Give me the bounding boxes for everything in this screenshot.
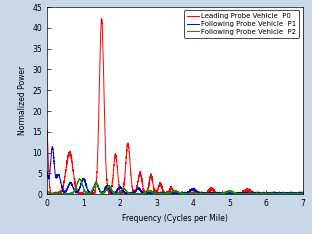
Following Probe Vehicle  P1 — [74, 191, 78, 194]
Following Probe Vehicle  P2 — [154, 193, 158, 195]
Y-axis label: Normalized Power: Normalized Power — [18, 66, 27, 135]
Line: Following Probe Vehicle  P2: Following Probe Vehicle P2 — [47, 179, 303, 194]
Following Probe Vehicle  P1 — [268, 192, 272, 195]
Following Probe Vehicle  P2 — [45, 190, 49, 193]
Leading Probe Vehicle  P0 — [74, 187, 78, 190]
Following Probe Vehicle  P2 — [296, 192, 300, 195]
Following Probe Vehicle  P2 — [77, 177, 81, 180]
Following Probe Vehicle  P1 — [171, 193, 174, 196]
Following Probe Vehicle  P2 — [268, 193, 272, 195]
Following Probe Vehicle  P1 — [45, 170, 49, 173]
Following Probe Vehicle  P2 — [301, 193, 305, 195]
Following Probe Vehicle  P2 — [143, 191, 147, 194]
Legend: Leading Probe Vehicle  P0, Following Probe Vehicle  P1, Following Probe Vehicle : Leading Probe Vehicle P0, Following Prob… — [184, 11, 299, 37]
Following Probe Vehicle  P1 — [89, 191, 93, 194]
Leading Probe Vehicle  P0 — [45, 128, 49, 131]
Following Probe Vehicle  P2 — [204, 193, 208, 196]
Following Probe Vehicle  P1 — [301, 193, 305, 195]
Leading Probe Vehicle  P0 — [143, 192, 147, 194]
Line: Following Probe Vehicle  P1: Following Probe Vehicle P1 — [47, 146, 303, 194]
Leading Probe Vehicle  P0 — [296, 192, 300, 194]
Leading Probe Vehicle  P0 — [154, 190, 158, 193]
Following Probe Vehicle  P2 — [89, 191, 93, 194]
Leading Probe Vehicle  P0 — [49, 193, 53, 196]
Following Probe Vehicle  P1 — [296, 192, 300, 195]
Leading Probe Vehicle  P0 — [100, 17, 103, 20]
Leading Probe Vehicle  P0 — [268, 193, 272, 195]
Following Probe Vehicle  P1 — [143, 191, 147, 194]
Following Probe Vehicle  P2 — [74, 186, 78, 189]
X-axis label: Frequency (Cycles per Mile): Frequency (Cycles per Mile) — [122, 214, 228, 223]
Following Probe Vehicle  P1 — [154, 192, 158, 194]
Line: Leading Probe Vehicle  P0: Leading Probe Vehicle P0 — [47, 18, 303, 194]
Leading Probe Vehicle  P0 — [301, 193, 305, 196]
Leading Probe Vehicle  P0 — [89, 193, 93, 196]
Following Probe Vehicle  P1 — [50, 145, 54, 148]
